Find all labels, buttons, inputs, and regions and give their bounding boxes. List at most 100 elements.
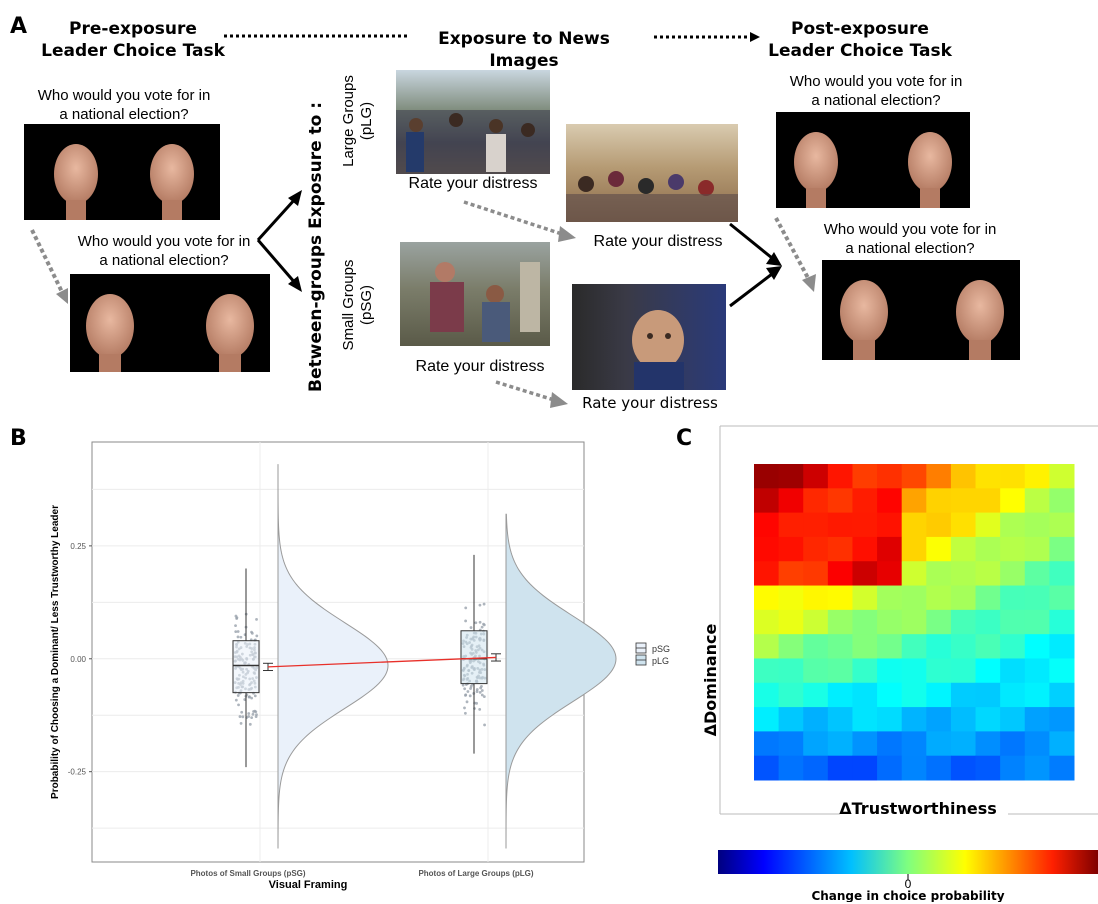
data-point	[234, 614, 238, 618]
heatmap-cell	[1000, 634, 1026, 659]
heatmap-cell	[754, 585, 780, 611]
series-pLG	[460, 513, 617, 849]
heatmap-cell	[778, 561, 804, 587]
heatmap-cell	[1000, 512, 1026, 538]
pre-question-1-line2: a national election?	[59, 106, 189, 123]
heatmap-xlabel: ΔTrustworthiness	[839, 799, 996, 818]
pre-exposure-header: Pre-exposure Leader Choice Task	[38, 18, 228, 62]
heatmap-cell	[1049, 682, 1075, 708]
data-point	[234, 624, 237, 627]
post-question-2-line2: a national election?	[845, 240, 975, 257]
heatmap-cell	[803, 488, 829, 514]
heatmap-cells	[754, 464, 1075, 781]
pre-question-2-line2: a national election?	[99, 252, 229, 269]
heatmap-cell	[827, 464, 853, 489]
pre-question-2-line1: Who would you vote for in	[77, 233, 251, 250]
heatmap-cell	[803, 682, 829, 708]
heatmap-cell	[827, 609, 853, 635]
heatmap-cell	[778, 464, 804, 489]
heatmap-cell	[975, 707, 1001, 732]
data-point	[243, 698, 247, 701]
heatmap-cell	[901, 755, 927, 781]
heatmap-cell	[754, 731, 780, 757]
post-question-2-line1: Who would you vote for in	[823, 221, 997, 238]
heatmap-cell	[852, 634, 878, 659]
heatmap-cell	[803, 707, 829, 732]
heatmap-cell	[827, 707, 853, 732]
data-point	[255, 634, 259, 638]
heatmap-cell	[778, 609, 804, 635]
colorbar	[718, 850, 1098, 874]
heatmap-cell	[827, 512, 853, 538]
heatmap-cell	[778, 634, 804, 659]
heatmap-cell	[1049, 512, 1075, 538]
heatmap-cell	[852, 682, 878, 708]
violin-pLG	[505, 513, 617, 849]
data-point	[234, 630, 238, 634]
heatmap-cell	[852, 609, 878, 635]
pre-header-line1: Pre-exposure	[69, 19, 197, 39]
heatmap-cell	[754, 512, 780, 538]
heatmap-cell	[778, 512, 804, 538]
heatmap-cell	[1024, 731, 1050, 757]
heatmap-cell	[754, 536, 780, 562]
heatmap-cell	[950, 464, 977, 489]
small-groups-line1: Small Groups	[340, 259, 357, 351]
panel-b-letter: B	[10, 426, 27, 451]
dotted-connector-right	[654, 32, 760, 42]
data-point	[239, 635, 243, 639]
data-point	[254, 710, 258, 714]
heatmap-cell	[877, 658, 903, 684]
heatmap-cell	[926, 561, 952, 587]
heatmap-cell	[1000, 464, 1026, 489]
heatmap-cell	[1049, 488, 1075, 514]
heatmap-cell	[926, 536, 952, 562]
heatmap-cell	[950, 585, 977, 611]
heatmap-cell	[803, 609, 829, 635]
heatmap-cell	[950, 682, 977, 708]
data-point	[464, 606, 468, 610]
between-groups-label: Between-groups Exposure to :	[306, 101, 326, 392]
post-face-pair-1	[776, 112, 970, 208]
heatmap-cell	[877, 682, 903, 708]
heatmap-cell	[950, 609, 977, 635]
data-point	[464, 619, 468, 623]
data-point	[475, 701, 478, 705]
data-point	[464, 693, 467, 697]
heatmap-cell	[950, 512, 977, 538]
heatmap-cell	[1024, 536, 1050, 562]
heatmap-cell	[778, 658, 804, 684]
heatmap-cell	[852, 658, 878, 684]
data-point	[255, 617, 258, 621]
legend: pSG pLG	[635, 642, 670, 666]
news-photo-small-group-2	[572, 284, 726, 390]
pre-question-2: Who would you vote for in a national ele…	[54, 232, 274, 270]
heatmap-cell	[852, 707, 878, 732]
data-point	[482, 623, 486, 627]
legend-label: pSG	[652, 644, 670, 654]
heatmap-cell	[926, 609, 952, 635]
small-groups-label: Small Groups (pSG)	[340, 250, 376, 360]
post-question-1-line2: a national election?	[811, 92, 941, 109]
heatmap-cell	[901, 464, 927, 489]
heatmap-cell	[803, 561, 829, 587]
data-point	[479, 686, 483, 690]
y-tick-label: -0.25	[68, 768, 87, 777]
data-point	[478, 708, 482, 711]
heatmap-cell	[1024, 561, 1050, 587]
colorbar-label: Change in choice probability	[811, 889, 1004, 902]
dotted-arrow-small	[495, 380, 568, 408]
heatmap-cell	[950, 755, 977, 781]
heatmap-cell	[778, 682, 804, 708]
heatmap-cell	[877, 561, 903, 587]
post-question-1-line1: Who would you vote for in	[789, 73, 963, 90]
data-point	[469, 687, 472, 690]
heatmap-cell	[852, 755, 878, 781]
pre-header-line2: Leader Choice Task	[41, 41, 225, 61]
large-groups-line2: (pLG)	[358, 101, 375, 141]
heatmap-cell	[877, 755, 903, 781]
heatmap-cell	[901, 731, 927, 757]
post-exposure-header: Post-exposure Leader Choice Task	[760, 18, 960, 62]
data-point	[247, 712, 251, 715]
heatmap-cell	[877, 731, 903, 757]
